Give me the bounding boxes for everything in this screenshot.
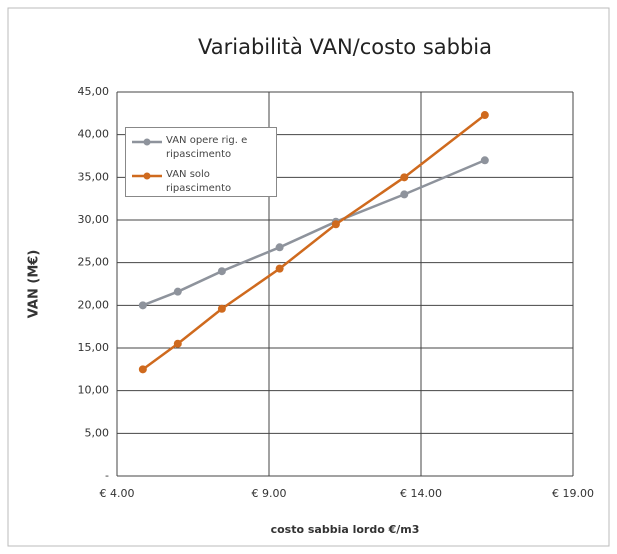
point (331, 220, 340, 229)
point (138, 365, 147, 374)
y-tick-label: 15,00 (78, 341, 110, 354)
x-tick-label: € 4.00 (100, 487, 135, 500)
x-axis-label: costo sabbia lordo €/m3 (271, 523, 420, 536)
point (217, 304, 226, 313)
x-tick-label: € 9.00 (252, 487, 287, 500)
y-tick-label: 10,00 (78, 384, 110, 397)
legend-swatch (132, 138, 162, 146)
y-tick-label: 30,00 (78, 213, 110, 226)
legend-swatch (132, 172, 162, 180)
point (400, 190, 409, 199)
y-tick-label: 45,00 (78, 85, 110, 98)
y-tick-label: 35,00 (78, 170, 110, 183)
x-tick-label: € 19.00 (552, 487, 594, 500)
point (400, 173, 409, 182)
point (480, 111, 489, 120)
point (173, 339, 182, 348)
legend-marker (143, 172, 151, 180)
point (217, 267, 226, 276)
legend: VAN opere rig. e ripascimento VAN solo ri… (125, 127, 277, 197)
point (275, 264, 284, 273)
x-tick-label: € 14.00 (400, 487, 442, 500)
legend-label: VAN opere rig. e ripascimento (166, 135, 248, 160)
legend-label: VAN solo ripascimento (166, 169, 232, 194)
chart-frame (7, 7, 610, 547)
legend-marker (143, 138, 151, 146)
chart-title: Variabilità VAN/costo sabbia (198, 35, 492, 59)
point (480, 156, 489, 165)
point (275, 243, 284, 252)
y-tick-label: - (105, 469, 109, 482)
y-tick-label: 25,00 (78, 256, 110, 269)
y-axis-label: VAN (M€) (27, 250, 42, 319)
y-tick-label: 40,00 (78, 128, 110, 141)
y-tick-label: 5,00 (85, 426, 110, 439)
point (173, 287, 182, 296)
y-tick-label: 20,00 (78, 298, 110, 311)
point (138, 301, 147, 310)
